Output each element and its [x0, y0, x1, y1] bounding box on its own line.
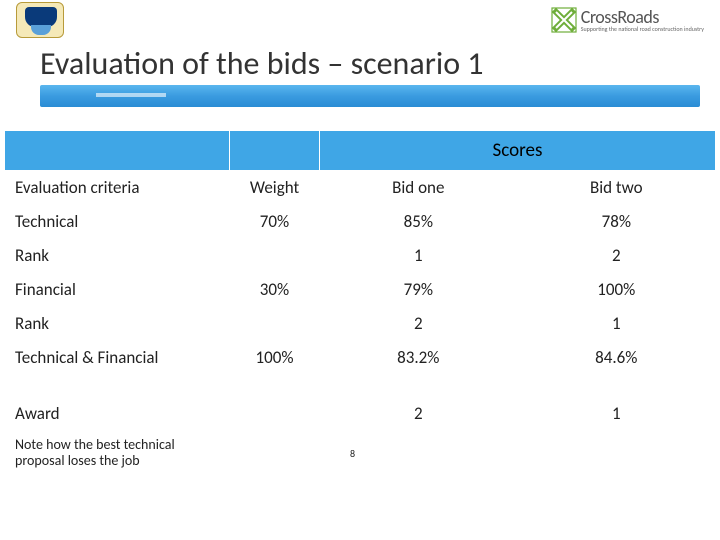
cell-weight: 70% [230, 205, 320, 239]
cell-blank [230, 131, 320, 171]
col-bid-two: Bid two [517, 171, 715, 205]
col-bid-one: Bid one [320, 171, 518, 205]
cell-bid1: 85% [320, 205, 518, 239]
scores-header-cell: Scores [320, 131, 716, 171]
title-accent [96, 93, 166, 97]
cell-criteria: Rank [5, 307, 230, 341]
cell-blank [230, 431, 320, 476]
col-criteria: Evaluation criteria [5, 171, 230, 205]
table-row: Rank 2 1 [5, 307, 716, 341]
table-row: Rank 1 2 [5, 239, 716, 273]
cell-bid2: 100% [517, 273, 715, 307]
evaluation-table: Scores Evaluation criteria Weight Bid on… [4, 130, 716, 476]
col-weight: Weight [230, 171, 320, 205]
cell-bid1: 2 [320, 307, 518, 341]
cell-award-bid1: 2 [320, 397, 518, 431]
cell-criteria: Technical & Financial [5, 341, 230, 375]
cell-award-bid2: 1 [517, 397, 715, 431]
cell-award-label: Award [5, 397, 230, 431]
cell-criteria: Financial [5, 273, 230, 307]
table-row: Technical & Financial 100% 83.2% 84.6% [5, 341, 716, 375]
left-emblem [16, 2, 64, 38]
brand-name: CrossRoads [581, 8, 704, 26]
table-row: Technical 70% 85% 78% [5, 205, 716, 239]
cell-bid2: 78% [517, 205, 715, 239]
logo-bar: CrossRoads Supporting the national road … [0, 0, 720, 40]
brand-tagline: Supporting the national road constructio… [581, 26, 704, 32]
table-row: Financial 30% 79% 100% [5, 273, 716, 307]
right-logo: CrossRoads Supporting the national road … [551, 7, 704, 33]
cell-blank [517, 431, 715, 476]
table-row-award: Award 2 1 [5, 397, 716, 431]
cell-blank [230, 397, 320, 431]
cell-weight: 30% [230, 273, 320, 307]
table-row-spacer [5, 375, 716, 397]
title-area: Evaluation of the bids – scenario 1 [40, 44, 700, 97]
emblem-icon [16, 2, 64, 38]
table-row-column-headers: Evaluation criteria Weight Bid one Bid t… [5, 171, 716, 205]
table-row-scores-header: Scores [5, 131, 716, 171]
note-text: Note how the best technical proposal los… [5, 431, 230, 476]
cell-bid2: 84.6% [517, 341, 715, 375]
cell-criteria: Technical [5, 205, 230, 239]
slide-title: Evaluation of the bids – scenario 1 [40, 44, 700, 89]
cell-bid1: 83.2% [320, 341, 518, 375]
cell-weight [230, 307, 320, 341]
cell-criteria: Rank [5, 239, 230, 273]
crossroads-text: CrossRoads Supporting the national road … [581, 8, 704, 32]
cell-blank [5, 131, 230, 171]
cell-weight: 100% [230, 341, 320, 375]
cell-weight [230, 239, 320, 273]
cell-bid1: 79% [320, 273, 518, 307]
table-row-note: Note how the best technical proposal los… [5, 431, 716, 476]
page-number: 8 [320, 431, 518, 476]
crossroads-icon [551, 7, 577, 33]
cell-bid2: 1 [517, 307, 715, 341]
cell-bid1: 1 [320, 239, 518, 273]
cell-bid2: 2 [517, 239, 715, 273]
